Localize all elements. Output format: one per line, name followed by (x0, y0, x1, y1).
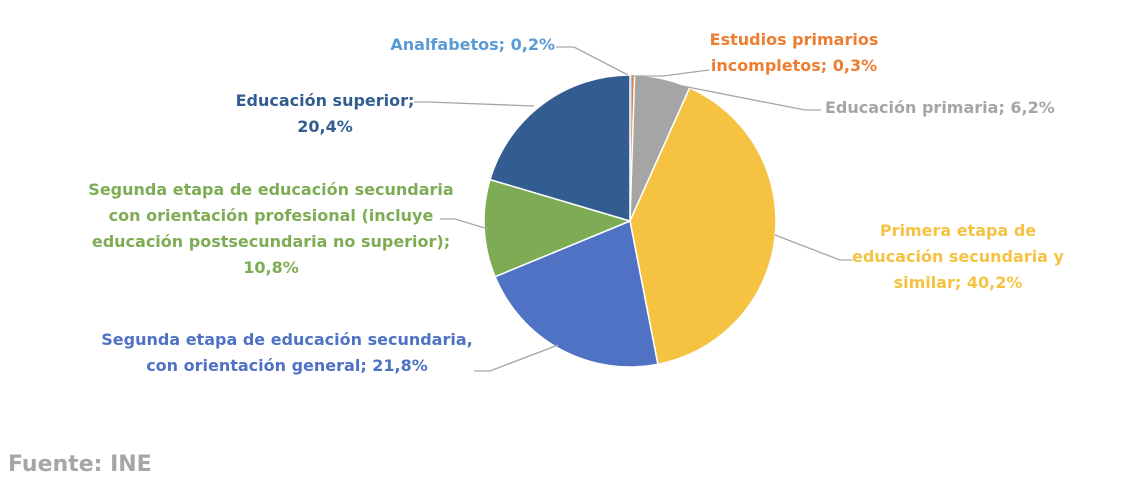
slice-label-1: Estudios primarios incompletos; 0,3% (710, 30, 879, 75)
slice-label-line: 20,4% (297, 117, 353, 136)
slice-label-line: Primera etapa de (880, 221, 1036, 240)
slice-label-5: Segunda etapa de educación secundaria con… (88, 180, 453, 277)
pie-slice-5 (483, 178, 633, 278)
slice-label-2: Educación primaria; 6,2% (825, 98, 1055, 117)
slice-label-line: incompletos; 0,3% (711, 56, 877, 75)
slice-label-line: Segunda etapa de educación secundaria, (101, 330, 472, 349)
slice-label-line: Estudios primarios (710, 30, 879, 49)
leader-line-1 (633, 69, 710, 77)
leader-line-5 (440, 218, 489, 230)
slice-label-line: Educación superior; (236, 91, 415, 110)
leader-line-2 (661, 81, 821, 111)
leader-line-6 (414, 101, 535, 107)
slice-label-line: con orientación profesional (incluye (109, 206, 434, 225)
slice-label-6: Educación superior; 20,4% (236, 91, 415, 136)
slice-label-line: educación secundaria y (852, 247, 1065, 266)
pie-slice-3 (629, 86, 777, 366)
slice-label-line: Analfabetos; 0,2% (390, 35, 555, 54)
slice-label-4: Segunda etapa de educación secundaria, co… (101, 330, 472, 375)
slice-label-line: con orientación general; 21,8% (146, 356, 428, 375)
slice-label-line: similar; 40,2% (894, 273, 1023, 292)
slice-label-line: Segunda etapa de educación secundaria (88, 180, 453, 199)
leader-line-0 (556, 46, 629, 76)
leader-line-4 (474, 344, 559, 372)
source-note: Fuente: INE (8, 452, 152, 477)
leader-line-3 (774, 234, 852, 261)
slice-label-0: Analfabetos; 0,2% (390, 35, 555, 54)
slice-label-line: 10,8% (243, 258, 299, 277)
pie-slice-4 (494, 219, 659, 368)
slice-label-3: Primera etapa de educación secundaria y si… (852, 221, 1065, 292)
pie-slice-6 (489, 74, 631, 223)
slice-label-line: Educación primaria; 6,2% (825, 98, 1055, 117)
slice-label-line: educación postsecundaria no superior); (92, 232, 450, 251)
